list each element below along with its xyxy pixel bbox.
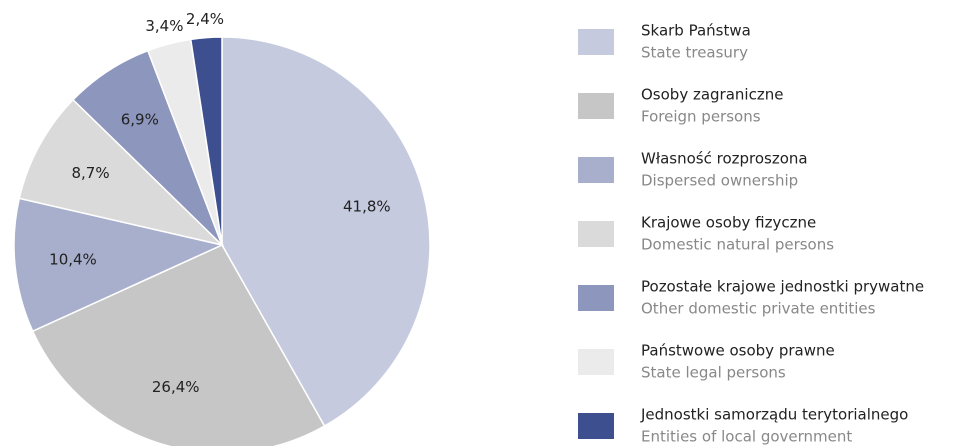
legend-sublabel: State legal persons [641,364,786,382]
pie-slice [189,36,223,246]
pie-slice [13,197,225,333]
legend-swatch [578,93,614,119]
legend-label: Osoby zagraniczne [641,86,783,104]
legend-sublabel: Other domestic private entities [641,300,876,318]
legend-sublabel: Domestic natural persons [641,236,834,254]
data-label: 8,7% [71,164,109,182]
legend-label: Skarb Państwa [641,22,751,40]
legend-sublabel: Dispersed ownership [641,172,798,190]
pie-slice [221,36,431,428]
legend-sublabel: Foreign persons [641,108,761,126]
legend-swatch [578,413,614,439]
legend-sublabel: State treasury [641,44,748,62]
pie-slice [31,244,326,446]
pie-slice [18,98,225,247]
legend-label: Jednostki samorządu terytorialnego [640,406,908,424]
data-label: 6,9% [121,110,159,128]
data-label: 10,4% [49,251,97,269]
legend-swatch [578,285,614,311]
legend-swatch [578,157,614,183]
data-label: 26,4% [152,378,200,396]
data-label: 41,8% [343,197,391,215]
legend-label: Państwowe osoby prawne [641,342,835,360]
legend-label: Własność rozproszona [641,150,808,168]
legend-swatch [578,29,614,55]
data-label: 2,4% [186,10,224,28]
legend-swatch [578,221,614,247]
legend-label: Pozostałe krajowe jednostki prywatne [641,278,924,296]
legend-sublabel: Entities of local government [641,428,852,446]
data-label: 3,4% [145,17,183,35]
legend-swatch [578,349,614,375]
legend-label: Krajowe osoby fizyczne [641,214,816,232]
